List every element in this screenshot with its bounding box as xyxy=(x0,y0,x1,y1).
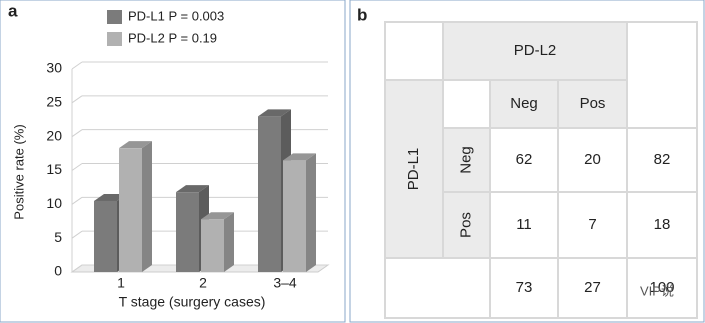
table-cell xyxy=(384,79,444,259)
bar-top xyxy=(94,193,127,201)
table-text: 18 xyxy=(654,216,671,233)
y-tick-label: 0 xyxy=(54,263,62,279)
panel-a-border xyxy=(0,0,346,323)
y-tick-label: 5 xyxy=(54,229,62,245)
table-cell xyxy=(557,127,628,193)
grid-edge xyxy=(71,230,83,239)
table-cell xyxy=(442,79,491,129)
y-tick-label: 10 xyxy=(46,195,62,211)
table-text: Pos xyxy=(580,95,606,112)
bar-side xyxy=(306,153,316,272)
table-text: 100 xyxy=(649,279,674,296)
table-cell xyxy=(557,79,628,129)
bar-top xyxy=(201,212,234,220)
table-cell xyxy=(384,21,444,81)
bar xyxy=(258,116,281,272)
bar-top xyxy=(119,141,152,149)
y-tick-label: 15 xyxy=(46,161,62,177)
bar xyxy=(283,160,306,272)
x-tick-label: 2 xyxy=(199,275,207,291)
table-cell xyxy=(626,191,698,259)
table-cell xyxy=(442,191,491,259)
table-cell xyxy=(557,257,628,319)
table-cell xyxy=(489,257,559,319)
panel-b-border xyxy=(349,0,705,323)
table-cell xyxy=(442,21,628,81)
grid-edge xyxy=(71,61,83,70)
grid-edge xyxy=(71,163,83,171)
table-text: Neg xyxy=(510,95,538,112)
table-cell xyxy=(557,191,628,259)
legend-label: PD-L1 P = 0.003 xyxy=(128,8,224,23)
y-tick-label: 20 xyxy=(46,127,62,143)
table-cell xyxy=(626,21,698,129)
table-cell xyxy=(626,257,698,319)
table-cell xyxy=(384,257,491,319)
table-cell xyxy=(442,127,491,193)
table-text: PD-L1 xyxy=(405,148,422,191)
y-tick-label: 25 xyxy=(46,94,62,110)
table-text: 7 xyxy=(588,216,596,233)
table-text: 73 xyxy=(516,279,533,296)
bar xyxy=(94,200,117,272)
bar-side xyxy=(224,212,234,272)
bar-top xyxy=(258,109,291,117)
x-tick-label: 1 xyxy=(117,275,125,291)
table-text: 20 xyxy=(584,151,601,168)
table-text: 27 xyxy=(584,279,601,296)
table-text: 11 xyxy=(516,216,532,233)
bar xyxy=(119,148,142,272)
bar-top xyxy=(283,153,316,161)
y-tick-label: 30 xyxy=(46,60,62,76)
grid-edge xyxy=(71,95,83,104)
panel-label: b xyxy=(357,5,367,24)
bar xyxy=(201,219,224,272)
table-text: Pos xyxy=(457,212,474,238)
table-cell xyxy=(489,79,559,129)
bar xyxy=(176,192,199,272)
legend-label: PD-L2 P = 0.19 xyxy=(128,30,217,45)
panel-label: a xyxy=(8,1,18,20)
legend-swatch xyxy=(107,10,122,24)
y-axis-title: Positive rate (%) xyxy=(11,124,26,219)
x-axis-title: T stage (surgery cases) xyxy=(119,294,266,310)
bar-top xyxy=(176,185,209,193)
x-tick-label: 3–4 xyxy=(273,275,297,291)
table-cell xyxy=(626,127,698,193)
table-cell xyxy=(489,191,559,259)
grid-edge xyxy=(71,264,83,273)
table-text: 82 xyxy=(654,151,671,168)
table-text: PD-L2 xyxy=(514,42,557,59)
watermark: VIP说 xyxy=(640,283,674,298)
grid-edge xyxy=(71,129,83,138)
grid-edge xyxy=(71,196,83,205)
table-text: Neg xyxy=(457,146,474,174)
legend-swatch xyxy=(107,32,122,46)
table-text: 62 xyxy=(516,151,533,168)
bar-side xyxy=(142,141,152,272)
